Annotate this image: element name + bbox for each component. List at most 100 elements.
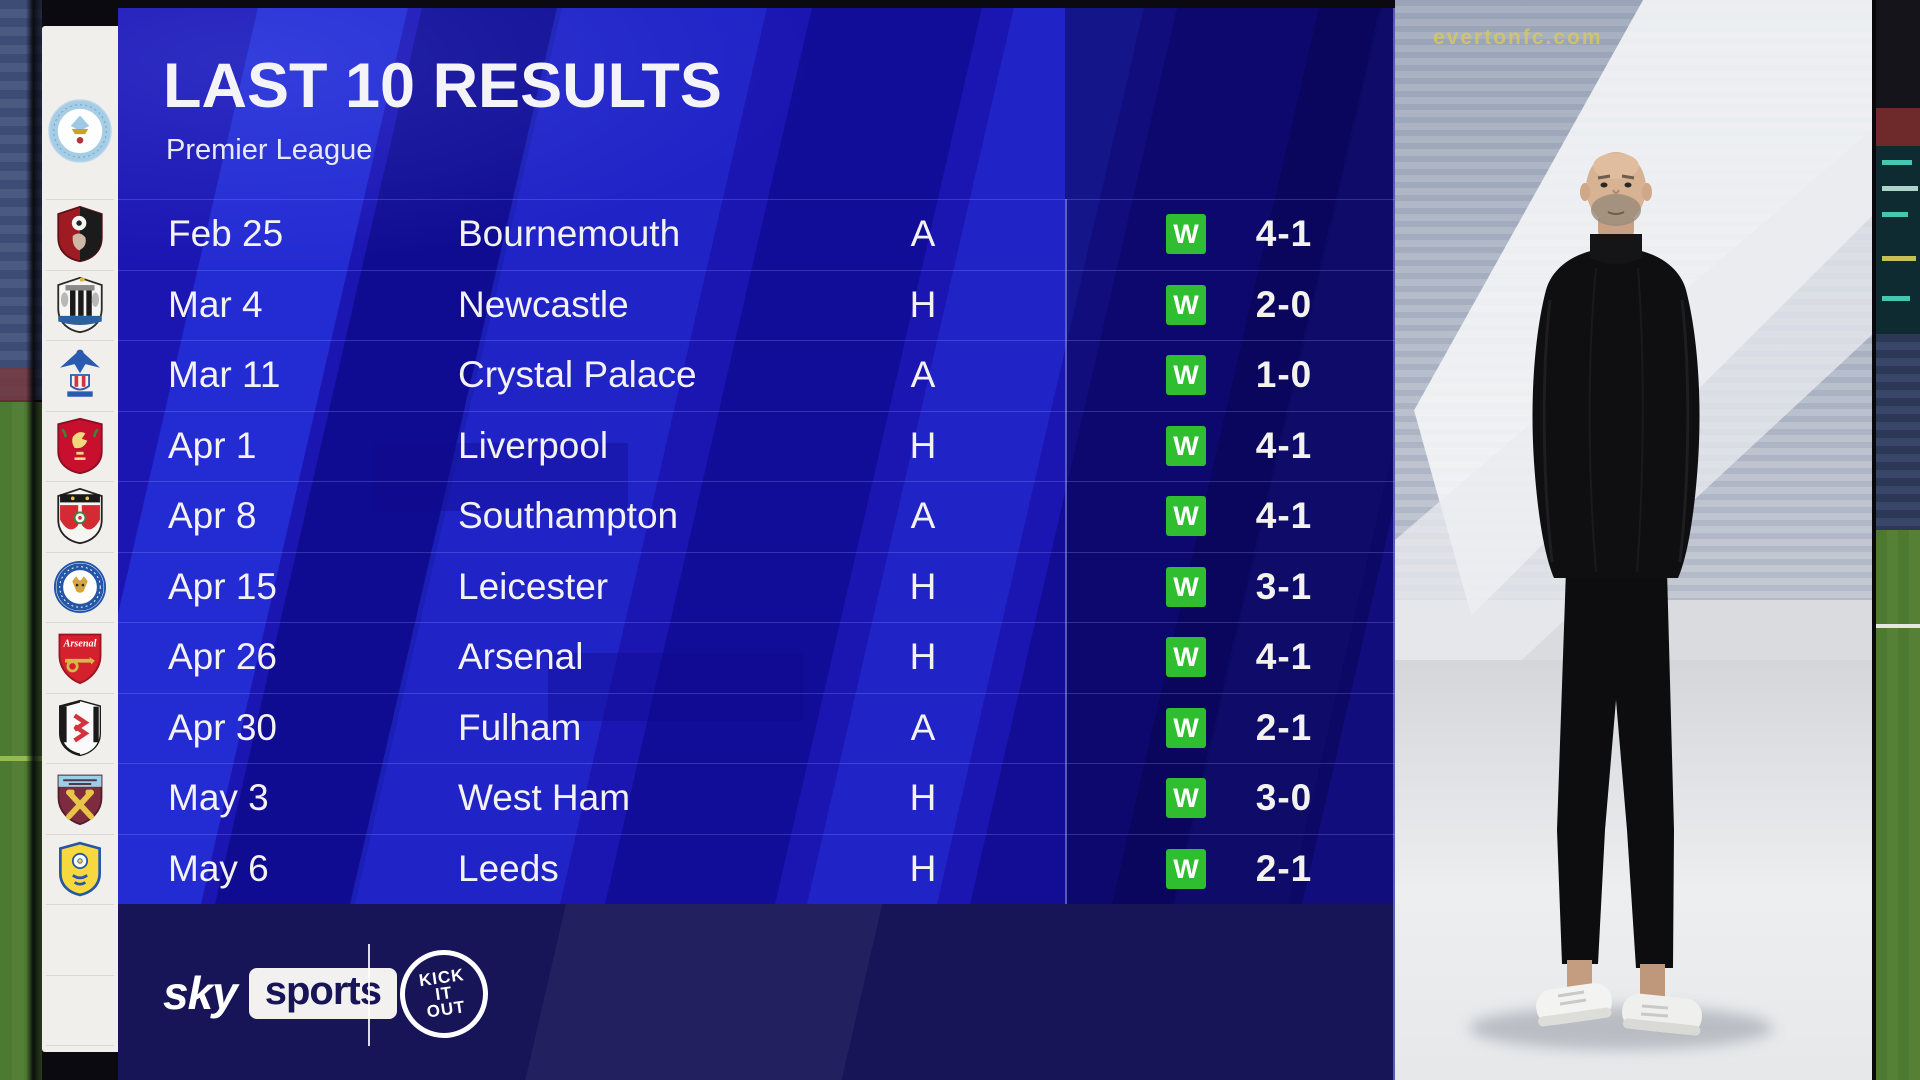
- match-date: Feb 25: [168, 213, 284, 255]
- stand-roof: [1876, 108, 1920, 146]
- edge-shadow: [26, 0, 42, 1080]
- venue-indicator: H: [909, 424, 937, 466]
- pitch-line: [1876, 624, 1920, 628]
- match-score: 2-1: [1255, 847, 1313, 889]
- opponent-name: Crystal Palace: [458, 354, 697, 396]
- opponent-name: West Ham: [458, 777, 631, 819]
- match-score: 1-0: [1255, 354, 1313, 396]
- results-panel: LAST 10 RESULTS Premier League Feb 25 Bo…: [118, 8, 1395, 1080]
- venue-indicator: H: [909, 847, 937, 889]
- win-badge: W: [1166, 355, 1206, 396]
- leicester-crest-icon: [42, 552, 118, 623]
- manager-photo-panel: evertonfc.com: [1395, 0, 1872, 1080]
- result-row: May 3 West Ham H W 3-0: [118, 763, 1395, 834]
- match-date: May 3: [168, 777, 269, 819]
- sky-wordmark: sky: [163, 967, 238, 1019]
- scoreboard: [1876, 146, 1920, 334]
- match-score: 4-1: [1255, 213, 1313, 255]
- match-score: 3-1: [1255, 565, 1313, 607]
- match-date: Apr 15: [168, 565, 278, 607]
- opponent-name: Liverpool: [458, 424, 609, 466]
- sports-wordmark: sports: [264, 968, 382, 1013]
- win-badge: W: [1166, 214, 1206, 255]
- panel-edge-line: [1393, 8, 1395, 1080]
- result-row: Apr 8 Southampton A W 4-1: [118, 481, 1395, 552]
- arsenal-crest-icon: Arsenal: [42, 622, 118, 693]
- pitch-line: [0, 756, 42, 761]
- pitch-strip: [1876, 530, 1920, 1080]
- sky-sports-logo: sky sports: [163, 966, 397, 1020]
- diagonal-stripes: [118, 8, 1395, 1080]
- win-badge: W: [1166, 637, 1206, 678]
- result-row: May 6 Leeds H W 2-1: [118, 834, 1395, 905]
- crest-strip: Arsenal: [42, 26, 118, 1052]
- venue-indicator: H: [909, 777, 937, 819]
- competition-subtitle: Premier League: [166, 134, 373, 166]
- page-title: LAST 10 RESULTS: [163, 51, 722, 121]
- match-date: Apr 8: [168, 495, 257, 537]
- liverpool-crest-icon: [42, 411, 118, 482]
- match-date: Apr 30: [168, 706, 278, 748]
- result-row: Mar 11 Crystal Palace A W 1-0: [118, 340, 1395, 411]
- opponent-name: Southampton: [458, 495, 679, 537]
- leeds-crest-icon: [42, 834, 118, 905]
- match-date: May 6: [168, 847, 269, 889]
- stadium-watermark: evertonfc.com: [1433, 26, 1603, 49]
- opponent-name: Leeds: [458, 847, 559, 889]
- venue-indicator: H: [909, 283, 937, 325]
- venue-indicator: A: [910, 495, 936, 537]
- win-badge: W: [1166, 425, 1206, 466]
- venue-indicator: A: [910, 213, 936, 255]
- background-video-right: [1872, 0, 1920, 1080]
- opponent-name: Newcastle: [458, 283, 629, 325]
- newcastle-crest-icon: [42, 270, 118, 341]
- southampton-crest-icon: [42, 481, 118, 552]
- match-date: Mar 4: [168, 283, 263, 325]
- background-video-left: [0, 0, 42, 1080]
- match-score: 2-0: [1255, 283, 1313, 325]
- kio-line3: OUT: [425, 997, 467, 1022]
- west-ham-crest-icon: [42, 763, 118, 834]
- bournemouth-crest-icon: [42, 199, 118, 270]
- match-score: 4-1: [1255, 636, 1313, 678]
- pep-guardiola-photo: [1469, 152, 1773, 1050]
- win-badge: W: [1166, 566, 1206, 607]
- logo-separator: [368, 944, 370, 1046]
- match-date: Apr 1: [168, 424, 257, 466]
- result-row: Apr 15 Leicester H W 3-1: [118, 552, 1395, 623]
- result-row: Apr 30 Fulham A W 2-1: [118, 693, 1395, 764]
- match-score: 3-0: [1255, 777, 1313, 819]
- svg-text:Arsenal: Arsenal: [62, 639, 96, 650]
- venue-indicator: H: [909, 636, 937, 678]
- score-column-shade: [1065, 8, 1395, 1080]
- result-row: Apr 26 Arsenal H W 4-1: [118, 622, 1395, 693]
- match-score: 4-1: [1255, 424, 1313, 466]
- result-row: Mar 4 Newcastle H W 2-0: [118, 270, 1395, 341]
- opponent-name: Arsenal: [458, 636, 584, 678]
- fulham-crest-icon: [42, 693, 118, 764]
- win-badge: W: [1166, 284, 1206, 325]
- crystal-palace-crest-icon: [42, 340, 118, 411]
- opponent-name: Leicester: [458, 565, 609, 607]
- win-badge: W: [1166, 707, 1206, 748]
- result-row: Apr 1 Liverpool H W 4-1: [118, 411, 1395, 482]
- venue-indicator: A: [910, 706, 936, 748]
- match-date: Apr 26: [168, 636, 278, 678]
- match-date: Mar 11: [168, 354, 281, 396]
- footer-bar: sky sports KICK IT OUT: [118, 904, 1395, 1080]
- match-score: 2-1: [1255, 706, 1313, 748]
- venue-indicator: H: [909, 565, 937, 607]
- win-badge: W: [1166, 848, 1206, 889]
- match-score: 4-1: [1255, 495, 1313, 537]
- venue-indicator: A: [910, 354, 936, 396]
- opponent-name: Bournemouth: [458, 213, 681, 255]
- win-badge: W: [1166, 778, 1206, 819]
- column-divider: [1065, 199, 1067, 1080]
- crowd-strip: [1876, 334, 1920, 530]
- result-row: Feb 25 Bournemouth A W 4-1: [118, 199, 1395, 270]
- opponent-name: Fulham: [458, 706, 582, 748]
- win-badge: W: [1166, 496, 1206, 537]
- sports-box: sports: [248, 967, 397, 1019]
- manchester-city-crest-icon: [42, 66, 118, 196]
